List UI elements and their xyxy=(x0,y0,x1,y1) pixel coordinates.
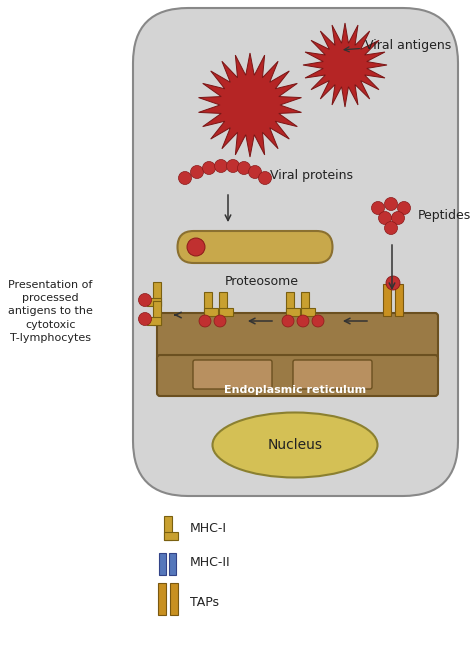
Bar xyxy=(164,532,178,540)
Circle shape xyxy=(398,202,410,214)
Text: Presentation of
processed
antigens to the
cytotoxic
T-lymphocytes: Presentation of processed antigens to th… xyxy=(8,280,93,343)
Bar xyxy=(286,308,300,316)
FancyBboxPatch shape xyxy=(177,231,332,263)
Bar xyxy=(170,553,176,575)
Bar xyxy=(204,292,212,316)
Bar xyxy=(153,301,161,325)
Bar xyxy=(219,292,227,316)
Circle shape xyxy=(386,276,400,290)
Circle shape xyxy=(297,315,309,327)
Bar xyxy=(383,284,391,316)
Bar xyxy=(159,553,166,575)
Circle shape xyxy=(187,238,205,256)
Bar xyxy=(301,292,309,316)
Text: MHC-I: MHC-I xyxy=(190,521,227,534)
Text: Nucleus: Nucleus xyxy=(267,438,322,452)
Circle shape xyxy=(214,315,226,327)
Circle shape xyxy=(179,171,191,185)
Bar xyxy=(219,308,233,316)
Circle shape xyxy=(202,161,216,175)
Circle shape xyxy=(312,315,324,327)
Polygon shape xyxy=(303,23,387,107)
Ellipse shape xyxy=(212,413,377,478)
Text: Peptides: Peptides xyxy=(418,208,471,222)
Circle shape xyxy=(392,212,404,224)
FancyBboxPatch shape xyxy=(133,8,458,496)
Bar xyxy=(395,284,403,316)
Bar xyxy=(204,308,218,316)
Text: Proteosome: Proteosome xyxy=(225,275,299,288)
Text: Viral antigens: Viral antigens xyxy=(344,38,451,52)
Bar xyxy=(147,298,161,306)
Circle shape xyxy=(138,294,152,306)
Bar xyxy=(286,292,294,316)
Text: TAPs: TAPs xyxy=(190,597,219,610)
Circle shape xyxy=(384,222,398,235)
Bar xyxy=(147,317,161,325)
FancyBboxPatch shape xyxy=(293,360,372,389)
Circle shape xyxy=(384,198,398,210)
Bar xyxy=(158,583,166,615)
FancyBboxPatch shape xyxy=(193,360,272,389)
Text: Viral proteins: Viral proteins xyxy=(270,169,353,183)
Bar xyxy=(164,516,172,540)
FancyBboxPatch shape xyxy=(157,355,438,396)
Circle shape xyxy=(237,161,250,175)
Polygon shape xyxy=(199,53,301,157)
Circle shape xyxy=(282,315,294,327)
Text: MHC-II: MHC-II xyxy=(190,556,231,569)
Circle shape xyxy=(215,159,228,173)
FancyBboxPatch shape xyxy=(157,313,438,364)
Circle shape xyxy=(248,165,262,179)
Bar xyxy=(153,282,161,306)
Circle shape xyxy=(191,165,203,179)
Bar xyxy=(170,583,178,615)
Circle shape xyxy=(199,315,211,327)
Circle shape xyxy=(258,171,272,185)
Text: Endoplasmic reticulum: Endoplasmic reticulum xyxy=(224,385,366,395)
Circle shape xyxy=(379,212,392,224)
Bar xyxy=(301,308,315,316)
Circle shape xyxy=(372,202,384,214)
Circle shape xyxy=(138,312,152,325)
Circle shape xyxy=(227,159,239,173)
